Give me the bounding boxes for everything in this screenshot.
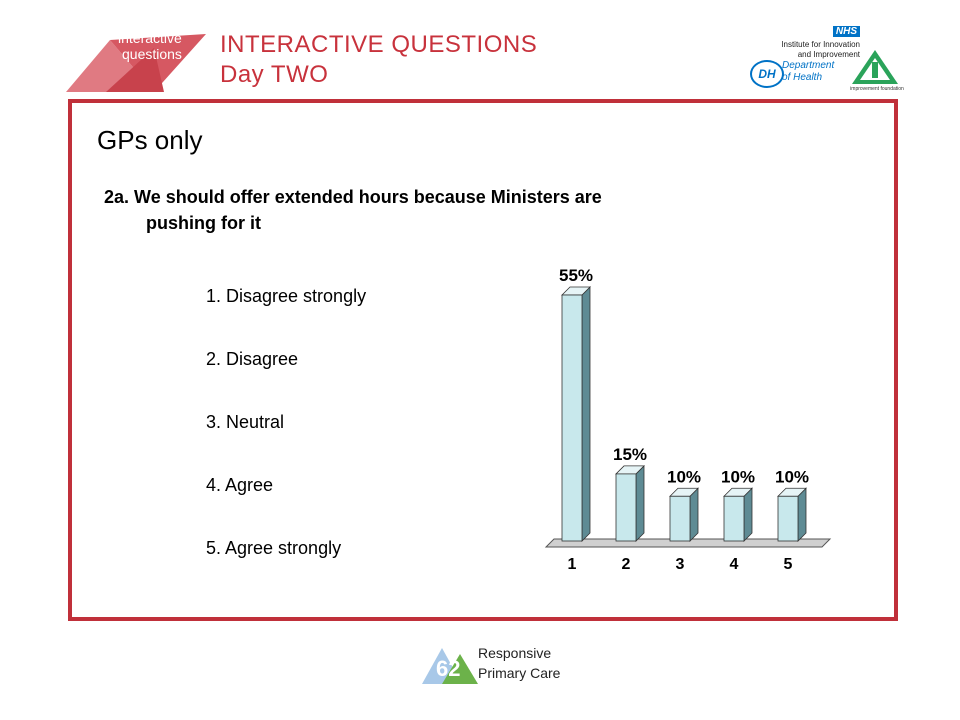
data-label-5: 10% <box>775 467 809 486</box>
bar-side-4 <box>743 487 753 542</box>
question-line1: 2a. We should offer extended hours becau… <box>104 187 602 207</box>
data-label-2: 15% <box>613 445 647 464</box>
bar-4 <box>723 495 745 542</box>
header-title-line2: Day TWO <box>220 61 329 88</box>
if-caption: improvement foundation <box>850 86 904 92</box>
data-label-3: 10% <box>667 467 701 486</box>
bar-5 <box>777 495 799 542</box>
page-number: 62 <box>436 656 461 681</box>
iq-logo-line2: questions <box>122 46 182 62</box>
dh-line1: Department <box>782 60 835 71</box>
response-bar-chart: 55% 1 15% 2 10% 3 10% 4 10% 5 <box>544 266 832 573</box>
option-3: 3. Neutral <box>206 412 285 432</box>
category-label-2: 2 <box>622 556 631 573</box>
footer-line2: Primary Care <box>478 665 561 681</box>
option-4: 4. Agree <box>206 475 274 495</box>
category-label-5: 5 <box>784 556 793 573</box>
header-title-line1: INTERACTIVE QUESTIONS <box>220 31 538 58</box>
dh-line2: of Health <box>782 72 823 83</box>
nhs-logo: NHS Institute for Innovation and Improve… <box>780 22 904 92</box>
category-label-4: 4 <box>730 556 739 573</box>
question-line2: pushing for it <box>146 213 261 233</box>
slide-title: GPs only <box>97 125 203 155</box>
dh-logo-text: Department of Health <box>782 60 834 84</box>
option-5: 5. Agree strongly <box>206 538 342 558</box>
question-text: 2a. We should offer extended hours becau… <box>104 184 704 236</box>
option-1: 1. Disagree strongly <box>206 286 367 306</box>
iq-logo-line1: interactive <box>118 30 182 46</box>
bar-1 <box>561 294 583 542</box>
bar-side-3 <box>689 487 699 542</box>
footer-text: Responsive Primary Care <box>478 643 560 683</box>
bar-side-2 <box>635 464 645 542</box>
nhs-line1: Institute for Innovation <box>781 40 860 49</box>
nhs-badge: NHS <box>832 26 860 37</box>
improvement-foundation-logo-icon <box>852 50 898 84</box>
data-label-1: 55% <box>559 266 593 285</box>
iq-logo-text: interactive questions <box>118 30 182 62</box>
option-2: 2. Disagree <box>206 349 299 369</box>
nhs-line2: and Improvement <box>797 50 860 59</box>
bar-side-5 <box>797 487 807 542</box>
dh-logo-icon: DH <box>750 60 784 88</box>
category-label-1: 1 <box>568 556 577 573</box>
category-label-3: 3 <box>676 556 685 573</box>
bar-side-1 <box>581 286 591 542</box>
bar-3 <box>669 495 691 542</box>
bar-2 <box>615 473 637 542</box>
content-frame <box>68 99 898 621</box>
interactive-questions-logo <box>66 34 206 92</box>
footer-line1: Responsive <box>478 645 552 661</box>
header-title: INTERACTIVE QUESTIONS Day TWO <box>220 30 537 90</box>
data-label-4: 10% <box>721 467 755 486</box>
responsive-primary-care-logo-icon <box>422 648 478 684</box>
